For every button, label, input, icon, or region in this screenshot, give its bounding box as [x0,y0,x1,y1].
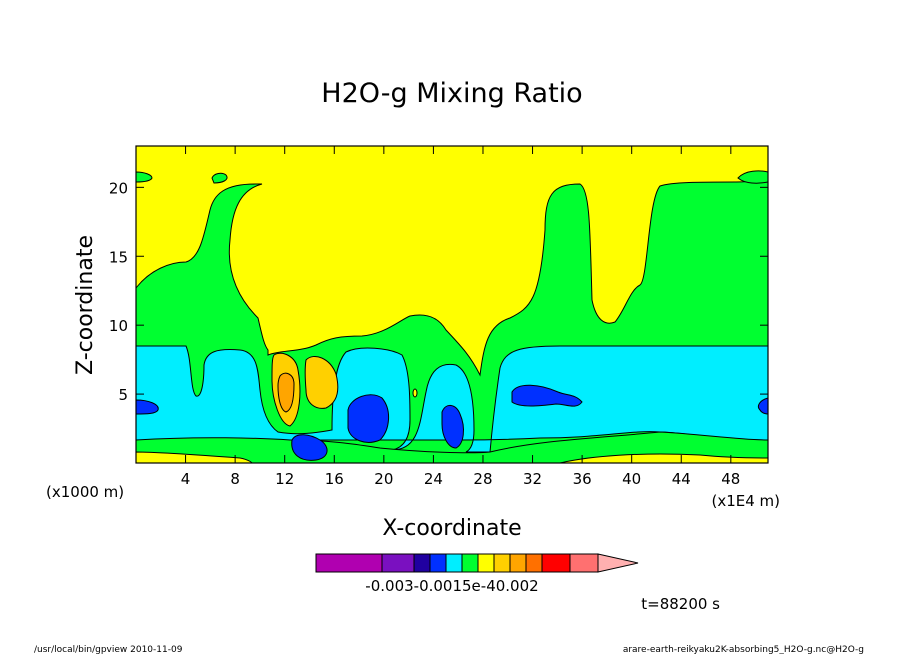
colorbar-swatch [525,553,543,573]
time-label: t=88200 s [641,595,720,613]
green-lower-band [136,431,768,463]
colorbar-swatch [461,553,479,573]
yellow-dot [412,388,418,398]
colorbar-swatch [445,553,463,573]
x-unit-left: (x1000 m) [46,483,124,501]
green-blob-top-right [737,170,768,184]
chart-title: H2O-g Mixing Ratio [321,78,582,109]
x-tick-label: 24 [424,470,443,488]
green-blob-top-mid [211,172,228,184]
colorbar-swatch [493,553,511,573]
colorbar [315,553,639,573]
x-tick-label: 32 [523,470,542,488]
blue-cell-edge-right [757,397,768,415]
colorbar-labels: -0.003-0.0015e-40.002 [365,577,538,595]
colorbar-swatch [381,553,415,573]
colorbar-label-2: -0.0015e-4 [414,577,496,595]
y-tick-label: 5 [118,386,128,404]
blue-cell-c [441,405,464,449]
x-unit-right: (x1E4 m) [711,492,780,510]
blue-cell-a [291,434,328,461]
colorbar-swatch [477,553,495,573]
x-tick-label: 44 [672,470,691,488]
x-tick-label: 20 [374,470,393,488]
x-tick-label: 16 [325,470,344,488]
colorbar-swatch [541,553,571,573]
footer-left: /usr/local/bin/gpview 2010-11-09 [34,645,183,654]
y-axis-ticks: 5 10 15 20 [109,179,768,404]
footer-right: arare-earth-reikyaku2K-absorbing5_H2O-g.… [623,645,864,654]
light-orange-cell-right [304,356,339,409]
x-tick-label: 8 [230,470,240,488]
y-tick-label: 15 [109,248,128,266]
plot-frame [135,145,769,464]
x-tick-label: 12 [275,470,294,488]
colorbar-label-1: -0.003 [365,577,413,595]
colorbar-swatch [429,553,447,573]
y-tick-label: 10 [109,317,128,335]
orange-cell-left [277,372,295,413]
blue-cell-b [347,394,389,443]
colorbar-swatch [413,553,431,573]
colorbar-swatch [315,553,383,573]
colorbar-swatch [509,553,527,573]
x-tick-label: 48 [721,470,740,488]
yellow-bottom-right [559,453,768,463]
y-tick-label: 20 [109,179,128,197]
colorbar-label-3: 0.002 [496,577,539,595]
x-tick-label: 40 [622,470,641,488]
x-tick-label: 28 [473,470,492,488]
x-tick-label: 4 [181,470,191,488]
green-blob-top-left [136,171,153,183]
colorbar-swatch [569,553,599,573]
blue-cell-edge-left [136,399,159,415]
x-tick-label: 36 [573,470,592,488]
y-axis-label: Z-coordinate [73,235,98,375]
blue-cell-d [511,384,583,407]
x-axis-ticks: 4 8 12 16 20 24 28 32 36 40 44 48 [181,146,740,488]
colorbar-extension [597,553,639,573]
x-axis-label: X-coordinate [382,516,521,541]
